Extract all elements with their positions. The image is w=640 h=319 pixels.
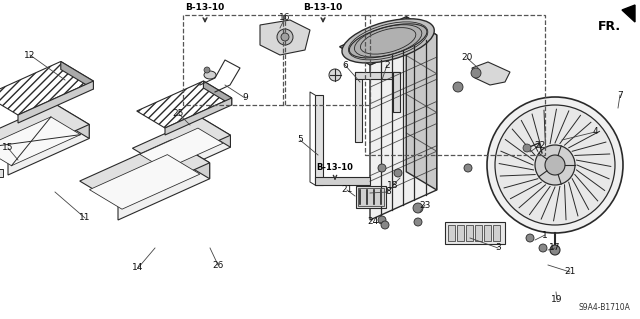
- Text: 9: 9: [242, 93, 248, 102]
- Circle shape: [204, 67, 210, 73]
- Polygon shape: [162, 135, 230, 178]
- Text: 16: 16: [279, 13, 291, 23]
- Text: 23: 23: [419, 201, 431, 210]
- Polygon shape: [370, 35, 436, 220]
- Text: B-13-10: B-13-10: [303, 4, 342, 12]
- Polygon shape: [132, 117, 230, 166]
- Polygon shape: [90, 155, 200, 209]
- Bar: [475, 225, 482, 241]
- Circle shape: [414, 218, 422, 226]
- Circle shape: [381, 221, 389, 229]
- Circle shape: [277, 29, 293, 45]
- Text: S9A4-B1710A: S9A4-B1710A: [578, 303, 630, 312]
- Circle shape: [495, 105, 615, 225]
- Circle shape: [329, 69, 341, 81]
- Circle shape: [539, 244, 547, 252]
- Polygon shape: [201, 117, 230, 147]
- Text: 14: 14: [132, 263, 144, 272]
- Polygon shape: [260, 20, 310, 55]
- Circle shape: [281, 33, 289, 41]
- Text: 5: 5: [297, 136, 303, 145]
- Text: 2: 2: [384, 61, 390, 70]
- Ellipse shape: [204, 71, 216, 79]
- Text: 21: 21: [564, 268, 576, 277]
- Text: 21: 21: [341, 186, 353, 195]
- Circle shape: [535, 145, 575, 185]
- Polygon shape: [0, 117, 81, 166]
- Polygon shape: [61, 62, 93, 89]
- Text: 1: 1: [542, 231, 548, 240]
- Text: 20: 20: [461, 54, 473, 63]
- Circle shape: [526, 234, 534, 242]
- Polygon shape: [54, 104, 89, 138]
- Bar: [0, 169, 3, 177]
- Text: 7: 7: [617, 91, 623, 100]
- Bar: [315, 177, 370, 185]
- Text: 18: 18: [387, 181, 399, 189]
- Polygon shape: [172, 140, 210, 179]
- Polygon shape: [406, 17, 436, 190]
- Bar: [315, 95, 323, 185]
- Polygon shape: [140, 128, 223, 169]
- Circle shape: [487, 97, 623, 233]
- Bar: [484, 225, 491, 241]
- Bar: [448, 225, 455, 241]
- Circle shape: [550, 245, 560, 255]
- Circle shape: [453, 82, 463, 92]
- Polygon shape: [137, 81, 232, 128]
- Circle shape: [523, 144, 531, 152]
- Polygon shape: [8, 124, 89, 175]
- Polygon shape: [0, 104, 89, 161]
- Text: 25: 25: [172, 108, 184, 117]
- Text: 4: 4: [592, 128, 598, 137]
- Text: 15: 15: [3, 144, 13, 152]
- Polygon shape: [622, 5, 635, 22]
- Text: B-13-10: B-13-10: [317, 164, 353, 173]
- Text: 8: 8: [385, 188, 391, 197]
- Polygon shape: [18, 81, 93, 123]
- Bar: [355, 72, 362, 142]
- Polygon shape: [472, 62, 510, 85]
- Circle shape: [394, 169, 402, 177]
- Polygon shape: [0, 62, 93, 115]
- Bar: [355, 72, 400, 79]
- Text: 22: 22: [534, 140, 546, 150]
- Circle shape: [471, 68, 481, 78]
- Circle shape: [413, 203, 423, 213]
- Text: 17: 17: [549, 243, 561, 253]
- Bar: [466, 225, 473, 241]
- Text: 3: 3: [495, 243, 501, 253]
- Polygon shape: [204, 81, 232, 105]
- Ellipse shape: [342, 19, 435, 63]
- Bar: [445, 222, 505, 244]
- Circle shape: [378, 164, 386, 172]
- Bar: [358, 188, 384, 206]
- Text: 11: 11: [79, 213, 91, 222]
- Text: 24: 24: [367, 218, 379, 226]
- Text: 12: 12: [24, 50, 36, 60]
- Polygon shape: [80, 140, 210, 204]
- Bar: [493, 225, 500, 241]
- Text: B-13-10: B-13-10: [186, 4, 225, 12]
- Bar: [393, 72, 400, 112]
- Circle shape: [464, 164, 472, 172]
- Bar: [457, 225, 464, 241]
- Text: 19: 19: [551, 295, 563, 305]
- Text: 6: 6: [342, 61, 348, 70]
- Polygon shape: [165, 98, 232, 135]
- Circle shape: [378, 216, 386, 224]
- Polygon shape: [340, 17, 436, 65]
- Text: FR.: FR.: [598, 20, 621, 33]
- Ellipse shape: [349, 24, 427, 58]
- Text: 26: 26: [212, 261, 224, 270]
- Bar: [356, 186, 386, 208]
- Polygon shape: [118, 163, 210, 220]
- Circle shape: [545, 155, 565, 175]
